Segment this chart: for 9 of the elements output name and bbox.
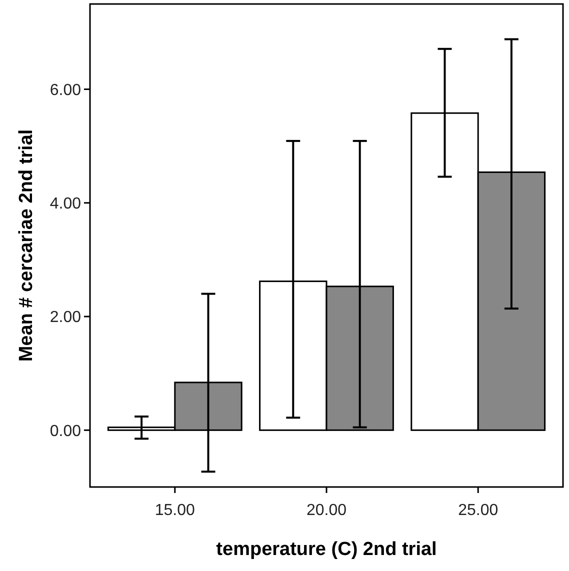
x-axis-title: temperature (C) 2nd trial	[216, 539, 437, 560]
y-tick-label: 4.00	[50, 195, 82, 212]
x-tick-label: 15.00	[154, 502, 196, 519]
y-axis-title: Mean # cercariae 2nd trial	[16, 129, 37, 362]
y-tick-label: 6.00	[50, 82, 82, 99]
y-tick-label: 2.00	[50, 309, 82, 326]
y-tick-label: 0.00	[50, 422, 82, 440]
x-tick-label: 25.00	[458, 502, 498, 519]
x-tick-label: 20.00	[306, 502, 347, 519]
